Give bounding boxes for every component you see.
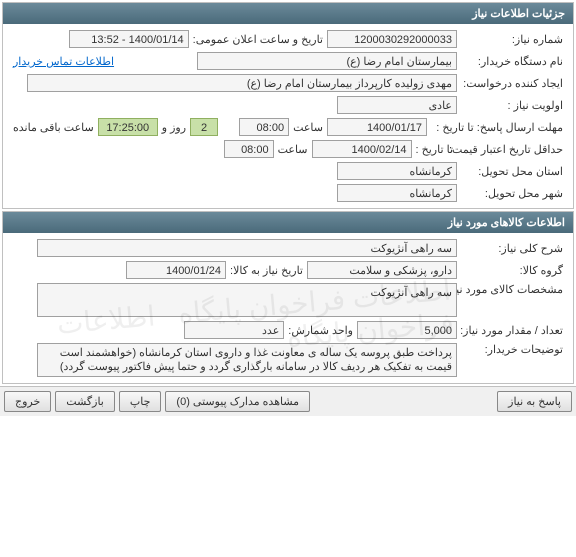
buyer-org-field: بیمارستان امام رضا (ع) bbox=[197, 52, 457, 70]
need-number-label: شماره نیاز: bbox=[457, 33, 567, 46]
desc-label: شرح کلی نیاز: bbox=[457, 242, 567, 255]
validity-time-field: 08:00 bbox=[224, 140, 274, 158]
spec-field: سه راهی آنژیوکت bbox=[37, 283, 457, 317]
remaining-label: ساعت باقی مانده bbox=[9, 121, 98, 134]
time-label-2: ساعت bbox=[274, 143, 312, 156]
city-field: کرمانشاه bbox=[337, 184, 457, 202]
qty-label: تعداد / مقدار مورد نیاز: bbox=[457, 324, 567, 337]
exit-button[interactable]: خروج bbox=[4, 391, 51, 412]
panel-need-details: جزئیات اطلاعات نیاز شماره نیاز: 12000302… bbox=[2, 2, 574, 209]
desc-field: سه راهی آنژیوکت bbox=[37, 239, 457, 257]
priority-field: عادی bbox=[337, 96, 457, 114]
panel1-title: جزئیات اطلاعات نیاز bbox=[3, 3, 573, 24]
to-date-label: تا تاریخ : bbox=[412, 143, 457, 156]
print-button[interactable]: چاپ bbox=[119, 391, 162, 412]
announce-field: 1400/01/14 - 13:52 bbox=[69, 30, 189, 48]
announce-label: تاریخ و ساعت اعلان عمومی: bbox=[189, 33, 327, 46]
need-date-label: تاریخ نیاز به کالا: bbox=[226, 264, 307, 277]
deadline-time-field: 08:00 bbox=[239, 118, 289, 136]
unit-label: واحد شمارش: bbox=[284, 324, 357, 337]
days-label: روز و bbox=[158, 121, 190, 134]
min-validity-label: حداقل تاریخ اعتبار قیمت: bbox=[457, 143, 567, 156]
unit-field: عدد bbox=[184, 321, 284, 339]
deadline-label: مهلت ارسال پاسخ: تا تاریخ : bbox=[427, 121, 567, 134]
attachments-button[interactable]: مشاهده مدارک پیوستی (0) bbox=[165, 391, 310, 412]
days-field: 2 bbox=[190, 118, 218, 136]
city-label: شهر محل تحویل: bbox=[457, 187, 567, 200]
spec-label: مشخصات کالای مورد نیاز: bbox=[457, 283, 567, 296]
remaining-time-field: 17:25:00 bbox=[98, 118, 158, 136]
buyer-org-label: نام دستگاه خریدار: bbox=[457, 55, 567, 68]
contact-link[interactable]: اطلاعات تماس خریدار bbox=[9, 55, 118, 68]
notes-field: پرداخت طبق پروسه یک ساله ی معاونت غذا و … bbox=[37, 343, 457, 377]
back-button[interactable]: بازگشت bbox=[55, 391, 115, 412]
validity-date-field: 1400/02/14 bbox=[312, 140, 412, 158]
province-label: استان محل تحویل: bbox=[457, 165, 567, 178]
creator-field: مهدی زولیده کارپرداز بیمارستان امام رضا … bbox=[27, 74, 457, 92]
deadline-date-field: 1400/01/17 bbox=[327, 118, 427, 136]
panel2-title: اطلاعات کالاهای مورد نیاز bbox=[3, 212, 573, 233]
panel-goods-info: اطلاعات کالاهای مورد نیاز اطلاعات فراخوا… bbox=[2, 211, 574, 384]
notes-label: توضیحات خریدار: bbox=[457, 343, 567, 356]
reply-button[interactable]: پاسخ به نیاز bbox=[497, 391, 572, 412]
group-field: دارو، پزشکی و سلامت bbox=[307, 261, 457, 279]
group-label: گروه کالا: bbox=[457, 264, 567, 277]
province-field: کرمانشاه bbox=[337, 162, 457, 180]
need-number-field: 1200030292000033 bbox=[327, 30, 457, 48]
need-date-field: 1400/01/24 bbox=[126, 261, 226, 279]
time-label-1: ساعت bbox=[289, 121, 327, 134]
priority-label: اولویت نیاز : bbox=[457, 99, 567, 112]
creator-label: ایجاد کننده درخواست: bbox=[457, 77, 567, 90]
qty-field: 5,000 bbox=[357, 321, 457, 339]
footer-bar: پاسخ به نیاز مشاهده مدارک پیوستی (0) چاپ… bbox=[0, 386, 576, 416]
